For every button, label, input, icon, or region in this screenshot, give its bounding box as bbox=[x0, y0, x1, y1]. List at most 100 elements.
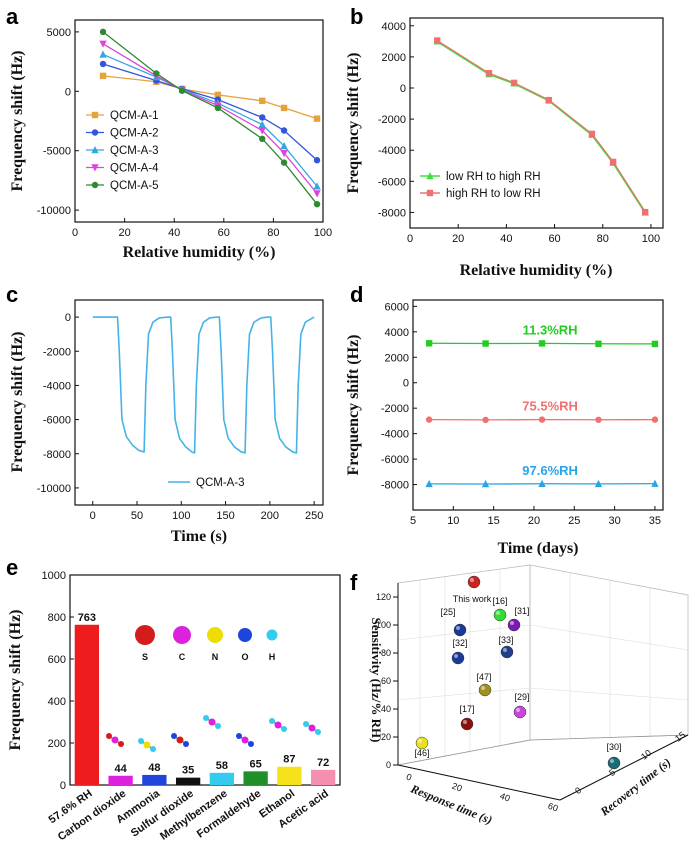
x-tick-label: 30 bbox=[608, 515, 620, 527]
atom-legend-sphere bbox=[135, 625, 155, 645]
panel-label-f: f bbox=[350, 570, 358, 595]
molecule-atom bbox=[208, 718, 216, 726]
y-tick-label: 6000 bbox=[385, 301, 409, 313]
scatter-point-highlight bbox=[503, 648, 507, 652]
data-point bbox=[280, 104, 288, 112]
x-tick-label: 20 bbox=[118, 227, 130, 239]
y-tick-label: 80 bbox=[381, 648, 391, 658]
x-tick-label: 100 bbox=[642, 233, 660, 245]
y-tick-label: -10000 bbox=[37, 205, 71, 217]
scatter-point-highlight bbox=[481, 686, 485, 690]
y-tick-label: -5000 bbox=[43, 146, 71, 158]
molecule-atom bbox=[106, 733, 112, 739]
back-wall-right-f bbox=[529, 564, 689, 741]
x-axis-label-b: Relative humidity (%) bbox=[460, 262, 613, 279]
x-tick-label: 20 bbox=[452, 233, 464, 245]
x-tick-label: 80 bbox=[267, 227, 279, 239]
data-point bbox=[153, 70, 160, 77]
x-tick-label: 50 bbox=[131, 510, 143, 522]
atom-legend-label: H bbox=[269, 652, 276, 662]
series-line bbox=[436, 40, 646, 213]
atom-legend-sphere bbox=[207, 627, 223, 643]
scatter-point-label: [31] bbox=[514, 606, 529, 616]
scatter-point bbox=[507, 618, 521, 632]
scatter-point-highlight bbox=[456, 626, 460, 630]
bar-value-label: 44 bbox=[115, 763, 128, 775]
y-tick-label: -2000 bbox=[43, 346, 71, 358]
scatter-point-highlight bbox=[470, 578, 474, 582]
y-tick-label: -4000 bbox=[43, 380, 71, 392]
legend-label: QCM-A-5 bbox=[110, 180, 159, 192]
data-point bbox=[651, 416, 659, 423]
x-tick-label: 100 bbox=[314, 227, 332, 239]
scatter-point bbox=[460, 717, 474, 731]
atom-legend-sphere bbox=[266, 629, 278, 641]
data-point bbox=[258, 127, 266, 135]
y-tick-label: -4000 bbox=[381, 429, 409, 441]
scatter-point-highlight bbox=[610, 759, 614, 763]
molecule-atom bbox=[171, 733, 177, 739]
scatter-point bbox=[607, 756, 621, 770]
data-point bbox=[313, 182, 321, 190]
y-tick-label: 2000 bbox=[385, 352, 409, 364]
molecule-atom bbox=[183, 741, 189, 747]
atom-legend-label: N bbox=[212, 652, 219, 662]
z-tick-label: 10 bbox=[639, 748, 653, 762]
atom-legend-label: C bbox=[179, 652, 186, 662]
y-tick-label: 60 bbox=[381, 676, 391, 686]
scatter-point bbox=[493, 608, 507, 622]
y-tick-label: 200 bbox=[48, 738, 66, 750]
x-tick-label: 40 bbox=[499, 791, 512, 804]
y-tick-label: 1000 bbox=[42, 570, 66, 582]
atom-legend-label: O bbox=[241, 652, 248, 662]
legend-label: QCM-A-3 bbox=[196, 477, 245, 489]
data-point bbox=[99, 28, 107, 36]
data-point bbox=[482, 340, 489, 347]
z-tick-label: 5 bbox=[607, 767, 617, 778]
y-tick-label: 100 bbox=[376, 620, 391, 630]
legend-marker bbox=[426, 189, 434, 197]
x-tick-label: 5 bbox=[410, 515, 416, 527]
data-point bbox=[99, 40, 107, 48]
data-point bbox=[609, 158, 617, 166]
data-point bbox=[651, 340, 659, 348]
molecule-atom bbox=[315, 729, 321, 735]
chart-panel-a: 0 20 40 60 80 100 5000 0 -5000 -10000 QCM-A-1 QCM-A… bbox=[9, 19, 332, 261]
scatter-point-label: [30] bbox=[606, 742, 621, 752]
scatter-point-highlight bbox=[463, 720, 467, 724]
z-tick-label: 0 bbox=[573, 785, 583, 796]
plot-frame-e bbox=[69, 574, 341, 786]
bar-value-label: 35 bbox=[182, 765, 194, 777]
legend-marker bbox=[91, 181, 99, 189]
y-tick-label: 400 bbox=[48, 696, 66, 708]
molecule-atom bbox=[143, 741, 151, 749]
data-point bbox=[99, 50, 107, 58]
scatter-point bbox=[451, 651, 465, 665]
molecule-atom bbox=[303, 721, 309, 727]
scatter-point bbox=[513, 705, 527, 719]
y-tick-label: -6000 bbox=[381, 454, 409, 466]
bar bbox=[209, 772, 235, 785]
x-tick-label: 150 bbox=[216, 510, 234, 522]
legend-marker bbox=[91, 129, 99, 136]
y-tick-label: -2000 bbox=[378, 114, 406, 126]
y-tick-label: -10000 bbox=[37, 483, 71, 495]
scatter-point-label: [46] bbox=[414, 748, 429, 758]
molecule-atom bbox=[269, 718, 275, 724]
x-tick-label: 40 bbox=[500, 233, 512, 245]
series-annotation: 11.3%RH bbox=[523, 322, 578, 337]
x-tick-label: 20 bbox=[451, 781, 464, 794]
bar-value-label: 58 bbox=[216, 760, 228, 772]
x-tick-label: 100 bbox=[172, 510, 190, 522]
y-tick-label: 2000 bbox=[382, 52, 406, 64]
x-tick-label: 15 bbox=[488, 515, 500, 527]
x-tick-label: 25 bbox=[568, 515, 580, 527]
y-tick-label: 40 bbox=[381, 704, 391, 714]
x-tick-label: 20 bbox=[528, 515, 540, 527]
plot-frame-b bbox=[409, 17, 664, 229]
molecule-atom bbox=[308, 724, 316, 732]
y-tick-label: -8000 bbox=[381, 480, 409, 492]
bar bbox=[108, 775, 133, 785]
chart-panel-c: 0 50 100 150 200 250 0 -2000 -4000 -6000 -8000 -100… bbox=[9, 299, 324, 545]
